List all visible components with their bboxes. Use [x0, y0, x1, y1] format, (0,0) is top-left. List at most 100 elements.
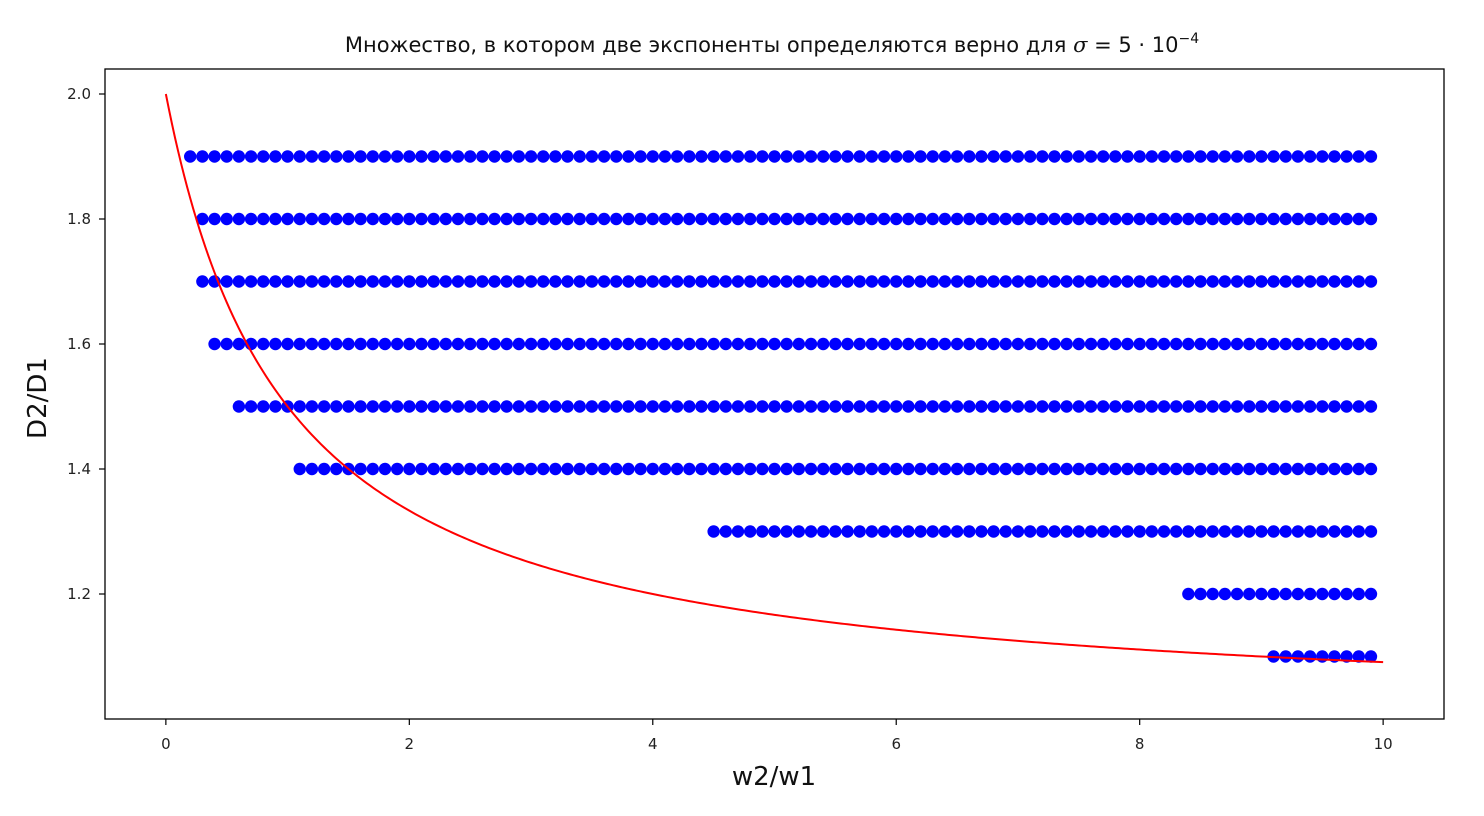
scatter-point [1145, 275, 1159, 288]
scatter-point [1267, 150, 1280, 163]
scatter-point [646, 462, 659, 476]
scatter-point [1084, 150, 1098, 163]
scatter-point [269, 212, 282, 226]
scatter-point [354, 337, 367, 351]
scatter-point [537, 400, 550, 413]
scatter-point [610, 462, 623, 476]
scatter-point [330, 337, 343, 351]
scatter-point [914, 462, 927, 476]
scatter-point [342, 275, 355, 288]
scatter-point [317, 150, 331, 163]
scatter-point [537, 212, 550, 226]
x-tick-label: 0 [161, 735, 171, 753]
scatter-point [257, 150, 270, 163]
scatter-point [1072, 462, 1086, 476]
scatter-point [743, 275, 757, 288]
scatter-point [670, 462, 684, 476]
scatter-point [342, 337, 355, 351]
scatter-point [1279, 525, 1292, 538]
scatter-point [488, 462, 501, 476]
scatter-point [610, 337, 623, 351]
scatter-point [1352, 400, 1365, 413]
scatter-point [257, 212, 270, 226]
scatter-point [232, 150, 246, 163]
x-tick-label: 6 [891, 735, 901, 753]
scatter-point [1194, 462, 1207, 476]
scatter-point [877, 212, 891, 226]
scatter-point [707, 275, 720, 288]
scatter-point [865, 337, 879, 351]
scatter-point [354, 212, 367, 226]
scatter-point [853, 462, 866, 476]
scatter-point [1048, 337, 1061, 351]
scatter-point [1096, 525, 1110, 538]
scatter-point [1133, 275, 1146, 288]
scatter-point [330, 212, 343, 226]
scatter-point [415, 212, 428, 226]
scatter-point [1218, 587, 1232, 601]
scatter-point [792, 212, 806, 226]
scatter-point [573, 400, 586, 413]
scatter-point [841, 462, 854, 476]
scatter-point [1011, 337, 1025, 351]
scatter-point [707, 212, 720, 226]
scatter-point [1036, 525, 1049, 538]
scatter-point [707, 150, 720, 163]
scatter-point [1072, 150, 1086, 163]
scatter-point [719, 462, 733, 476]
scatter-point [950, 150, 964, 163]
scatter-point [512, 462, 526, 476]
scatter-point [1291, 275, 1305, 288]
scatter-point [1267, 525, 1280, 538]
scatter-point [950, 275, 964, 288]
scatter-point [1267, 337, 1280, 351]
scatter-point [731, 337, 745, 351]
scatter-point [987, 400, 1000, 413]
scatter-point [403, 212, 416, 226]
scatter-point [950, 400, 964, 413]
scatter-point [829, 337, 842, 351]
scatter-point [1157, 150, 1171, 163]
scatter-point [1340, 587, 1353, 601]
scatter-point [549, 462, 562, 476]
scatter-point [804, 525, 818, 538]
scatter-point [1182, 587, 1195, 601]
scatter-point [1340, 462, 1353, 476]
scatter-point [926, 150, 939, 163]
scatter-point [463, 212, 477, 226]
scatter-point [1218, 525, 1232, 538]
scatter-point [1316, 650, 1329, 663]
scatter-point [451, 275, 465, 288]
scatter-point [719, 400, 733, 413]
x-tick-label: 10 [1374, 735, 1393, 753]
scatter-point [1352, 587, 1365, 601]
scatter-point [756, 212, 769, 226]
scatter-point [1303, 400, 1317, 413]
scatter-point [1182, 212, 1195, 226]
scatter-point [634, 462, 647, 476]
scatter-point [816, 275, 830, 288]
scatter-point [1230, 212, 1244, 226]
scatter-point [1121, 337, 1134, 351]
scatter-point [1048, 400, 1061, 413]
scatter-point [1145, 337, 1159, 351]
scatter-point [585, 150, 599, 163]
scatter-point [415, 400, 428, 413]
scatter-point [415, 275, 428, 288]
scatter-point [451, 462, 465, 476]
scatter-point [439, 150, 453, 163]
scatter-point [658, 275, 672, 288]
scatter-point [1218, 462, 1232, 476]
scatter-point [1279, 150, 1292, 163]
scatter-point [257, 400, 270, 413]
scatter-point [305, 275, 319, 288]
curve-line [164, 93, 1384, 664]
scatter-point [585, 462, 599, 476]
y-tick-label: 2.0 [67, 85, 91, 103]
scatter-point [816, 212, 830, 226]
scatter-point [549, 337, 562, 351]
scatter-point [378, 337, 392, 351]
scatter-point [1303, 212, 1317, 226]
scatter-point [293, 275, 306, 288]
scatter-point [1206, 212, 1219, 226]
